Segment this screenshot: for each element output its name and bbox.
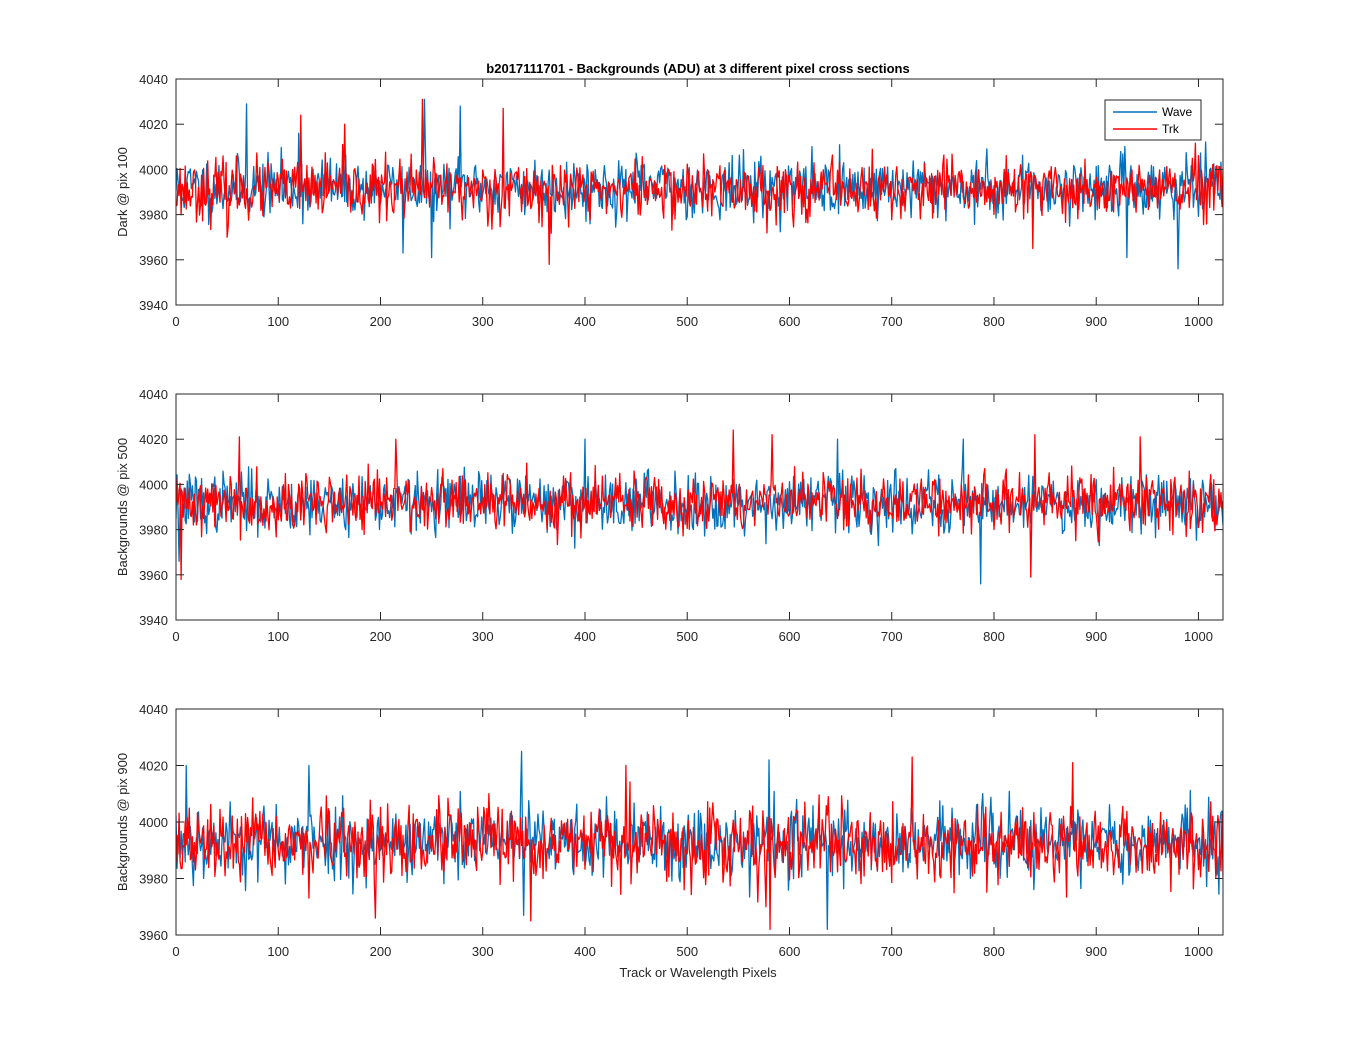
- x-tick-label: 1000: [1184, 629, 1213, 644]
- x-tick-label: 900: [1085, 629, 1107, 644]
- x-tick-label: 600: [779, 944, 801, 959]
- plot-area: [176, 709, 1223, 935]
- x-tick-label: 200: [370, 629, 392, 644]
- panel-2: 0 100 200 300 400 500 600 700 800 900 1000 3940 3960…: [115, 387, 1224, 644]
- x-tick-label: 200: [370, 944, 392, 959]
- x-tick-label: 0: [172, 944, 179, 959]
- y-tick-label: 3960: [139, 253, 168, 268]
- y-tick-label: 4020: [139, 117, 168, 132]
- legend-box: [1104, 99, 1202, 141]
- y-tick-label: 4020: [139, 432, 168, 447]
- x-tick-label: 0: [172, 629, 179, 644]
- y-tick-label: 3980: [139, 523, 168, 538]
- x-tick-label: 0: [172, 314, 179, 329]
- x-tick-label: 800: [983, 944, 1005, 959]
- series-line-trk: [176, 429, 1223, 580]
- axes-box: [175, 393, 1224, 621]
- x-tick-label: 500: [676, 314, 698, 329]
- x-tick-label: 100: [267, 944, 289, 959]
- x-axis-label: Track or Wavelength Pixels: [619, 965, 777, 980]
- panel-1: 0 100 200 300 400 500 600 700 800 900 1000 3940 3960…: [115, 72, 1224, 329]
- axes-box: [175, 78, 1224, 306]
- x-tick-label: 700: [881, 314, 903, 329]
- x-tick-label: 200: [370, 314, 392, 329]
- series-line-wave: [176, 438, 1223, 585]
- y-tick-label: 4040: [139, 702, 168, 717]
- y-tick-label: 4040: [139, 387, 168, 402]
- y-tick-label: 4040: [139, 72, 168, 87]
- series-group: [176, 750, 1223, 930]
- y-axis-label: Dark @ pix 100: [115, 147, 130, 237]
- y-tick-label: 3980: [139, 872, 168, 887]
- y-tick-label: 3940: [139, 613, 168, 628]
- x-tick-label: 300: [472, 629, 494, 644]
- legend-label-trk: Trk: [1162, 122, 1180, 136]
- y-tick-label: 4020: [139, 759, 168, 774]
- x-tick-label: 500: [676, 944, 698, 959]
- x-tick-label: 500: [676, 629, 698, 644]
- x-tick-label: 900: [1085, 314, 1107, 329]
- y-tick-label: 4000: [139, 162, 168, 177]
- x-tick-label: 600: [779, 314, 801, 329]
- series-group: [176, 98, 1223, 270]
- x-tick-label: 600: [779, 629, 801, 644]
- x-tick-label: 400: [574, 314, 596, 329]
- figure-title: b2017111701 - Backgrounds (ADU) at 3 dif…: [486, 61, 909, 76]
- x-tick-label: 300: [472, 944, 494, 959]
- x-tick-label: 100: [267, 629, 289, 644]
- x-tick-label: 700: [881, 944, 903, 959]
- series-group: [176, 429, 1223, 585]
- x-tick-label: 700: [881, 629, 903, 644]
- series-line-trk: [176, 756, 1223, 930]
- x-tick-label: 400: [574, 629, 596, 644]
- y-axis-label: Backgrounds @ pix 900: [115, 753, 130, 891]
- legend: Wave Trk: [1104, 99, 1202, 141]
- x-tick-label: 1000: [1184, 314, 1213, 329]
- panels: 0 100 200 300 400 500 600 700 800 900 100039403960…: [115, 72, 1224, 959]
- y-tick-label: 3960: [139, 928, 168, 943]
- y-axis-label: Backgrounds @ pix 500: [115, 438, 130, 576]
- y-tick-label: 4000: [139, 815, 168, 830]
- x-tick-label: 300: [472, 314, 494, 329]
- y-tick-label: 3960: [139, 568, 168, 583]
- x-tick-label: 100: [267, 314, 289, 329]
- x-tick-label: 800: [983, 314, 1005, 329]
- y-tick-label: 4000: [139, 477, 168, 492]
- panel-3: 0 100 200 300 400 500 600 700 800 900 1000 3960 3980…: [115, 702, 1224, 959]
- series-line-trk: [176, 98, 1223, 265]
- x-tick-label: 400: [574, 944, 596, 959]
- x-tick-label: 900: [1085, 944, 1107, 959]
- legend-label-wave: Wave: [1162, 105, 1193, 119]
- y-tick-label: 3940: [139, 298, 168, 313]
- x-tick-label: 1000: [1184, 944, 1213, 959]
- x-tick-label: 800: [983, 629, 1005, 644]
- y-tick-label: 3980: [139, 208, 168, 223]
